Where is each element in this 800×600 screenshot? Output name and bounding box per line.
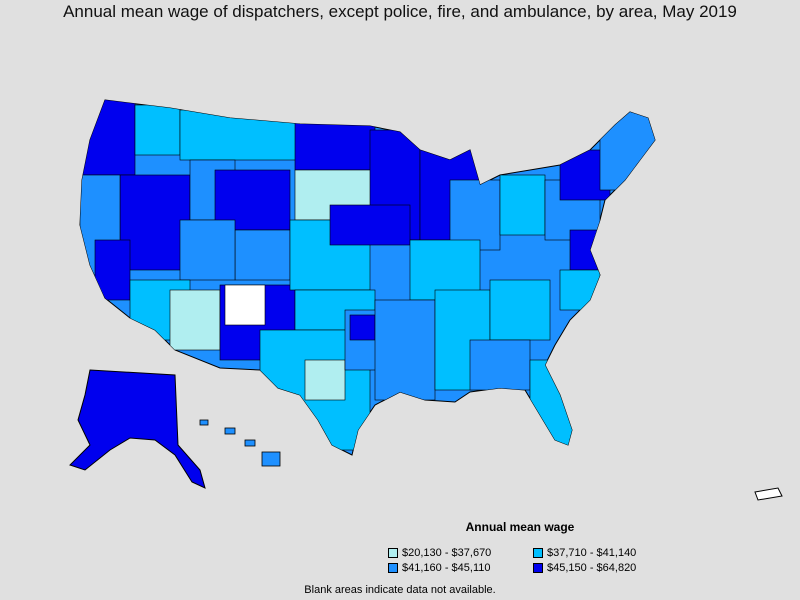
legend-item-1: $20,130 - $37,670 [388, 547, 491, 559]
legend-swatch [533, 563, 543, 573]
legend-swatch [533, 548, 543, 558]
alaska [69, 369, 206, 489]
legend-item-3: $41,160 - $45,110 [388, 562, 490, 574]
puerto-rico [754, 487, 783, 501]
legend-swatch [388, 563, 398, 573]
legend-item-4: $45,150 - $64,820 [533, 562, 636, 574]
map-title: Annual mean wage of dispatchers, except … [63, 2, 737, 21]
legend-label: $37,710 - $41,140 [547, 547, 637, 559]
legend-label: $20,130 - $37,670 [402, 547, 492, 559]
legend-title: Annual mean wage [465, 520, 575, 534]
footnote: Blank areas indicate data not available. [304, 584, 496, 596]
legend-swatch [388, 548, 398, 558]
legend-item-2: $37,710 - $41,140 [533, 547, 636, 559]
contiguous-us [79, 99, 656, 456]
legend-label: $45,150 - $64,820 [547, 562, 637, 574]
legend-label: $41,160 - $45,110 [402, 562, 491, 574]
hawaii [199, 419, 281, 467]
